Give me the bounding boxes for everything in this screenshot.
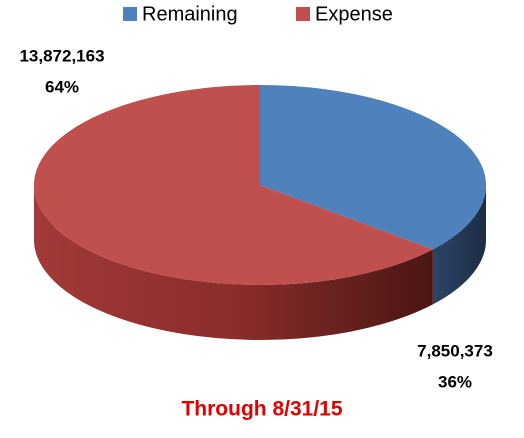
value-label: 13,872,163	[19, 46, 104, 65]
slice-side	[34, 185, 433, 340]
chart-title: Through 8/31/15	[181, 398, 342, 421]
legend-label: Remaining	[142, 3, 238, 25]
value-label: 7,850,373	[417, 341, 493, 360]
legend-swatch	[123, 7, 137, 21]
legend-label: Expense	[315, 3, 393, 25]
slice	[33, 85, 433, 285]
percent-label: 36%	[438, 372, 472, 391]
slice	[260, 85, 486, 250]
percent-label: 64%	[45, 77, 79, 96]
slice-side	[432, 185, 486, 305]
legend-swatch	[296, 7, 310, 21]
